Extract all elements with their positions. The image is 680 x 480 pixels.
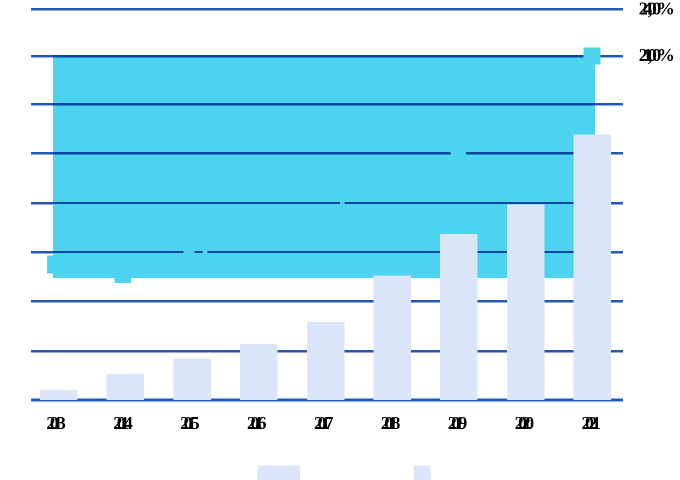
svg-text:2014: 2014 [113, 413, 133, 433]
svg-text:2013: 2013 [46, 413, 66, 433]
svg-text:2021: 2021 [582, 413, 602, 433]
svg-text:2019: 2019 [448, 413, 468, 433]
svg-text:24,00%: 24,00% [639, 0, 674, 18]
svg-text:2020: 2020 [515, 413, 535, 433]
svg-text:2016: 2016 [247, 413, 267, 433]
svg-text:21,00%: 21,00% [639, 45, 674, 65]
svg-text:2017: 2017 [314, 413, 334, 433]
svg-text:2018: 2018 [381, 413, 401, 433]
svg-text:2015: 2015 [180, 413, 200, 433]
